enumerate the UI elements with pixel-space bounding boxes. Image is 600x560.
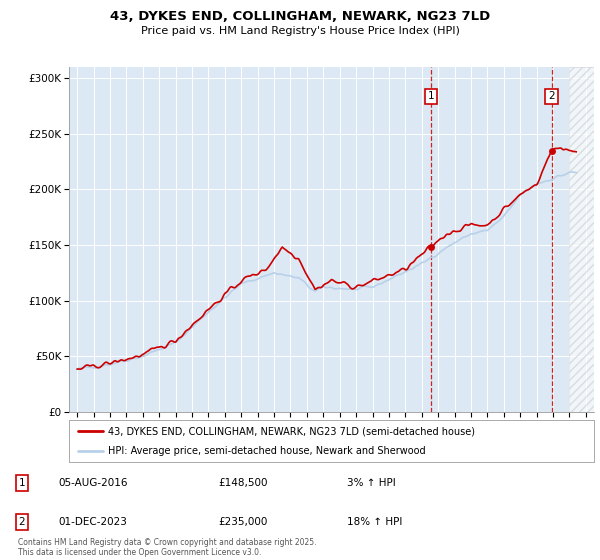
Text: 43, DYKES END, COLLINGHAM, NEWARK, NG23 7LD (semi-detached house): 43, DYKES END, COLLINGHAM, NEWARK, NG23 …	[109, 426, 475, 436]
Text: 1: 1	[19, 478, 25, 488]
Text: 05-AUG-2016: 05-AUG-2016	[58, 478, 128, 488]
Text: 18% ↑ HPI: 18% ↑ HPI	[347, 517, 402, 527]
Text: Contains HM Land Registry data © Crown copyright and database right 2025.
This d: Contains HM Land Registry data © Crown c…	[18, 538, 317, 557]
Text: £148,500: £148,500	[218, 478, 268, 488]
Bar	[569, 67, 594, 412]
Text: 43, DYKES END, COLLINGHAM, NEWARK, NG23 7LD: 43, DYKES END, COLLINGHAM, NEWARK, NG23 …	[110, 10, 490, 23]
Text: £235,000: £235,000	[218, 517, 268, 527]
Text: 01-DEC-2023: 01-DEC-2023	[58, 517, 127, 527]
Text: Price paid vs. HM Land Registry's House Price Index (HPI): Price paid vs. HM Land Registry's House …	[140, 26, 460, 36]
Text: 1: 1	[428, 91, 434, 101]
Text: HPI: Average price, semi-detached house, Newark and Sherwood: HPI: Average price, semi-detached house,…	[109, 446, 426, 456]
Text: 3% ↑ HPI: 3% ↑ HPI	[347, 478, 395, 488]
Text: 2: 2	[548, 91, 555, 101]
Text: 2: 2	[19, 517, 25, 527]
